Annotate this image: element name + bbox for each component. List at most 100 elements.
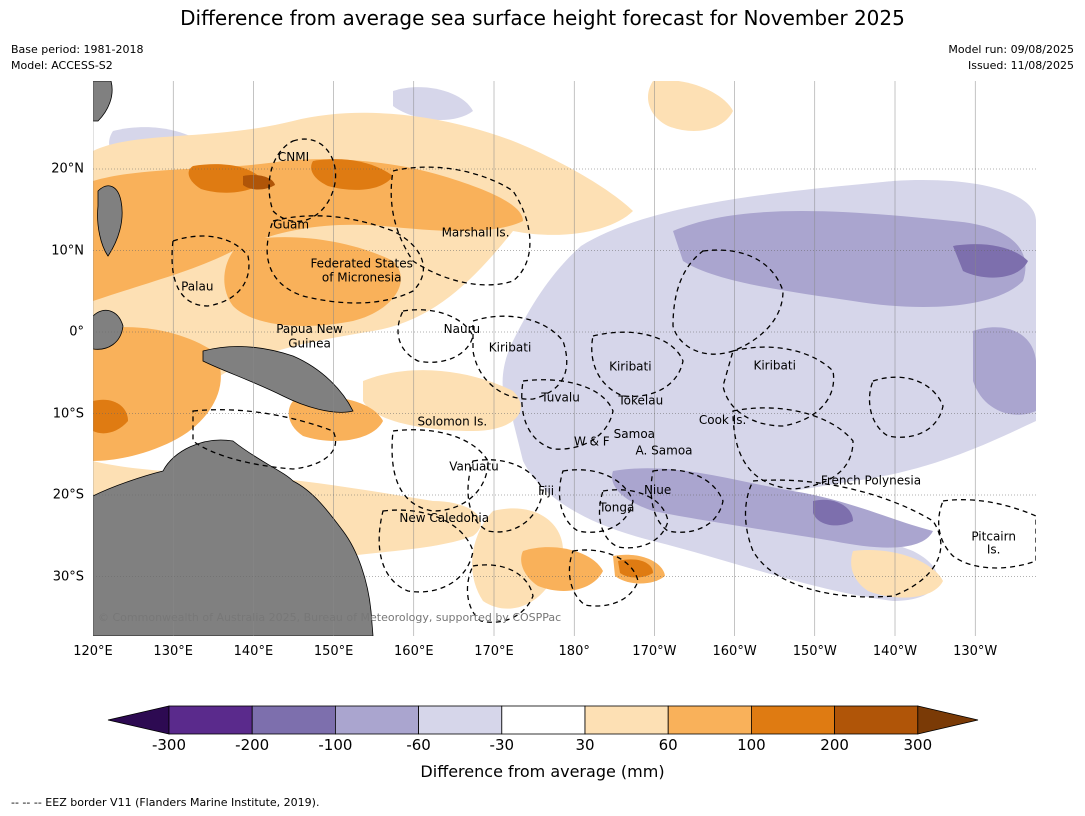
- eez-region-label: CNMI: [278, 150, 309, 164]
- eez-region-label: Federated States: [310, 257, 412, 271]
- colorbar-tick-label: -100: [318, 736, 353, 754]
- meta-right: Model run: 09/08/2025 Issued: 11/08/2025: [948, 42, 1074, 74]
- eez-region-label: Nauru: [444, 322, 480, 336]
- philippines-landmass: [97, 185, 123, 257]
- eez-region-label: Samoa: [614, 427, 655, 441]
- eez-border: [868, 376, 944, 438]
- colorbar-graphic: [107, 705, 979, 735]
- eez-region-label: Cook Is.: [699, 413, 746, 427]
- new-guinea-landmass: [202, 346, 354, 413]
- latitude-tick-label: 20°S: [52, 487, 84, 503]
- eez-region-label: Tokelau: [617, 394, 663, 408]
- positive-anomaly-fields: [93, 81, 943, 636]
- longitude-tick-label: 160°E: [394, 644, 434, 659]
- colorbar-over-extension: [917, 705, 979, 735]
- colorbar-bin: [168, 705, 253, 735]
- eez-region-label: Kiribati: [609, 359, 651, 373]
- positive-anomaly-region: [93, 159, 523, 301]
- negative-anomaly-region: [612, 468, 933, 548]
- eez-border: [568, 549, 639, 607]
- colorbar-tick-label: 100: [737, 736, 766, 754]
- meta-left: Base period: 1981-2018 Model: ACCESS-S2: [11, 42, 143, 74]
- positive-anomaly-region: [93, 327, 221, 461]
- positive-anomaly-region: [851, 550, 943, 598]
- positive-anomaly-region: [521, 547, 603, 591]
- negative-anomaly-region: [973, 327, 1036, 415]
- positive-anomaly-region: [288, 397, 383, 441]
- colorbar-tick-label: 30: [575, 736, 595, 754]
- eez-border: [266, 215, 424, 304]
- eez-region-label: Is.: [987, 543, 1001, 557]
- colorbar-tick-label: 60: [658, 736, 678, 754]
- eez-region-label: A. Samoa: [636, 443, 693, 457]
- eez-region-label: Fiji: [538, 484, 554, 498]
- colorbar-tick-label: -200: [235, 736, 270, 754]
- colorbar-bin: [584, 705, 669, 735]
- eez-border: [390, 166, 531, 286]
- eez-region-label: Tuvalu: [540, 390, 580, 404]
- colorbar-bin: [834, 705, 919, 735]
- colorbar: [100, 700, 990, 740]
- longitude-tick-label: 180°: [558, 644, 590, 659]
- eez-border: [391, 429, 489, 512]
- eez-borders: [171, 138, 1036, 623]
- australia-landmass: [93, 439, 374, 636]
- colorbar-bin: [667, 705, 752, 735]
- eez-border: [397, 309, 474, 363]
- eez-border: [558, 469, 634, 533]
- longitude-tick-label: 140°W: [872, 644, 918, 659]
- colorbar-title: Difference from average (mm): [420, 762, 665, 781]
- eez-border: [938, 499, 1036, 569]
- northwest-landmass: [93, 81, 113, 122]
- eez-footnote: -- -- -- EEZ border V11 (Flanders Marine…: [11, 796, 320, 809]
- colorbar-tick-label: -300: [151, 736, 187, 754]
- positive-anomaly-region: [648, 81, 733, 131]
- eez-border: [378, 509, 474, 593]
- negative-anomaly-region: [673, 211, 1026, 307]
- copyright-text: © Commonwealth of Australia 2025, Bureau…: [98, 611, 561, 624]
- base-period-text: Base period: 1981-2018: [11, 43, 144, 56]
- eez-region-label: Vanuatu: [449, 460, 499, 474]
- eez-region-label: Papua New: [276, 322, 343, 336]
- map-panel: CNMI Guam Marshall Is. Federated States of M…: [93, 81, 1036, 636]
- positive-anomaly-region: [311, 159, 393, 190]
- eez-border: [591, 331, 684, 398]
- negative-anomaly-region: [393, 87, 473, 121]
- eez-region-label: Solomon Is.: [417, 415, 487, 429]
- eez-border: [466, 564, 534, 623]
- longitude-tick-label: 130°E: [153, 644, 193, 659]
- eez-border: [171, 235, 250, 307]
- colorbar-bin: [751, 705, 836, 735]
- colorbar-bin: [251, 705, 336, 735]
- eez-region-label: Kiribati: [489, 341, 531, 355]
- model-run-text: Model run: 09/08/2025: [948, 43, 1074, 56]
- longitude-tick-label: 130°W: [953, 644, 998, 659]
- eez-region-label: Palau: [181, 279, 213, 293]
- eez-region-label: Guam: [273, 217, 309, 231]
- eez-region-label: Pitcairn: [971, 530, 1016, 544]
- longitude-tick-label: 150°E: [313, 644, 354, 659]
- eez-border: [744, 479, 942, 598]
- negative-anomaly-region: [953, 244, 1028, 278]
- eez-border: [268, 138, 337, 222]
- eez-region-label: Marshall Is.: [442, 226, 510, 240]
- negative-anomaly-region: [813, 499, 853, 526]
- longitude-tick-label: 150°W: [792, 644, 837, 659]
- eez-border: [732, 407, 854, 490]
- eez-region-label: W & F: [574, 434, 610, 448]
- longitude-tick-label: 170°W: [632, 644, 677, 659]
- eez-region-label: Niue: [644, 483, 671, 497]
- map-title: Difference from average sea surface heig…: [180, 6, 905, 30]
- eez-region-label: Kiribati: [753, 358, 795, 372]
- colorbar-tick-label: -60: [406, 736, 431, 754]
- longitude-tick-label: 160°W: [712, 644, 757, 659]
- eez-region-label: Tonga: [598, 500, 634, 514]
- eez-border: [722, 346, 835, 427]
- landmasses: [93, 81, 374, 636]
- anomaly-fields: [109, 87, 1036, 601]
- issued-text: Issued: 11/08/2025: [967, 59, 1074, 72]
- positive-anomaly-region: [363, 370, 521, 431]
- eez-border: [598, 489, 669, 549]
